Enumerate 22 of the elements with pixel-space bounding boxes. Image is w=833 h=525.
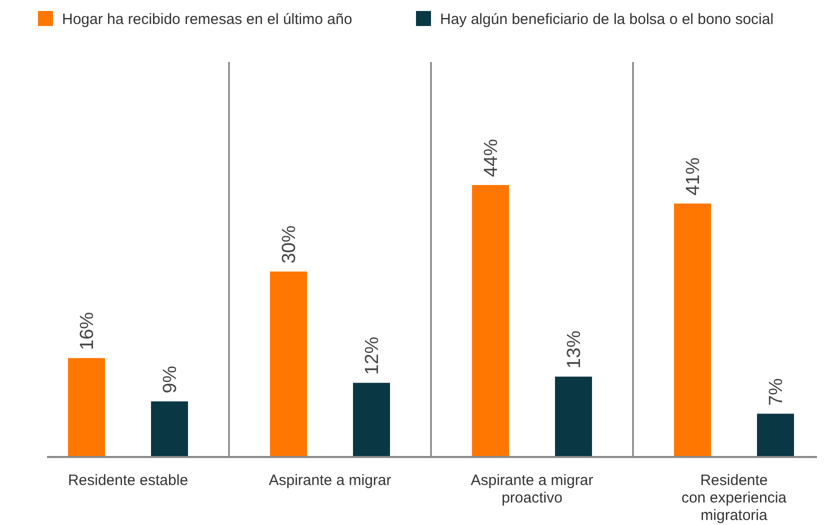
legend-label: Hogar ha recibido remesas en el último año <box>62 11 352 28</box>
bar <box>151 401 188 457</box>
bar <box>353 382 390 457</box>
data-label: 16% <box>77 312 98 350</box>
legend-label: Hay algún beneficiario de la bolsa o el bono social <box>440 11 774 28</box>
x-tick-label: Residente estable <box>68 472 188 489</box>
bar <box>270 272 307 457</box>
bar <box>674 204 711 457</box>
data-label: 41% <box>683 157 704 196</box>
x-tick-label: Aspirante a migrar <box>268 472 392 489</box>
x-tick-label: Aspirante a migrar proactivo <box>470 472 594 506</box>
data-label: 30% <box>279 225 300 264</box>
bar <box>555 376 592 457</box>
data-label: 12% <box>362 336 383 375</box>
bar <box>757 414 794 457</box>
data-label: 13% <box>564 330 585 369</box>
x-tick-label: Residente con experiencia migratoria <box>681 472 788 524</box>
data-label: 9% <box>160 366 181 394</box>
bar <box>472 185 509 457</box>
bar <box>68 358 105 457</box>
data-label: 44% <box>481 138 502 177</box>
data-label: 7% <box>766 378 787 406</box>
